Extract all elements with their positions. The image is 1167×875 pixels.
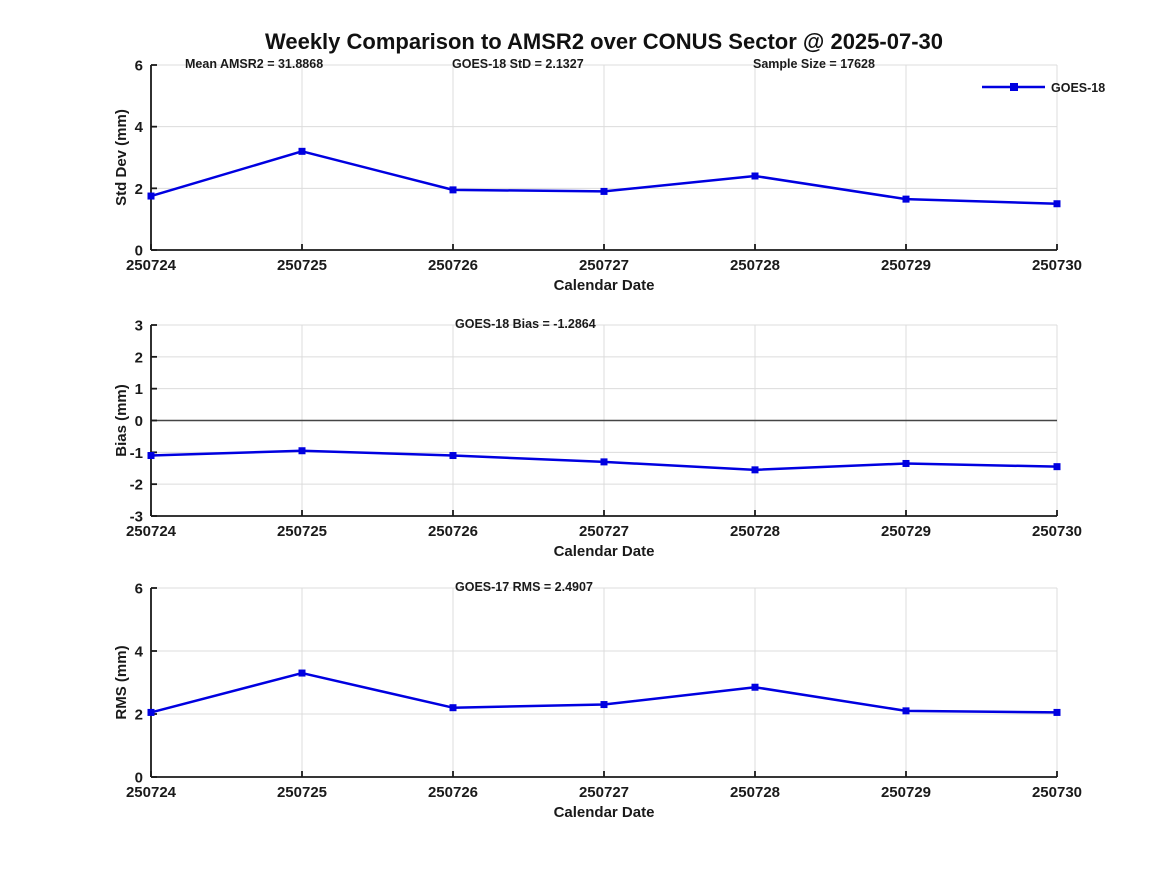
- data-point-marker: [298, 447, 306, 455]
- data-point-marker: [751, 466, 759, 474]
- x-tick-label: 250728: [730, 784, 780, 801]
- data-point-marker: [902, 707, 910, 715]
- y-tick-label: 4: [135, 119, 144, 136]
- y-tick-label: 2: [135, 349, 143, 366]
- y-tick-label: 3: [135, 318, 143, 335]
- data-point-marker: [600, 458, 608, 466]
- chart-rms: 0 2 4 6 250724 250725 250726 250727 250728 250729…: [113, 580, 1082, 821]
- data-point-marker: [751, 683, 759, 691]
- figure-title: Weekly Comparison to AMSR2 over CONUS Se…: [264, 29, 943, 54]
- x-axis-label: Calendar Date: [554, 543, 655, 560]
- x-tick-label: 250726: [428, 523, 478, 540]
- x-tick-label: 250725: [277, 523, 327, 540]
- data-point-marker: [147, 452, 155, 460]
- x-tick-label: 250728: [730, 257, 780, 274]
- x-tick-label: 250726: [428, 784, 478, 801]
- data-point-marker: [298, 669, 306, 677]
- x-tick-label: 250725: [277, 784, 327, 801]
- annotation-text: Sample Size = 17628: [753, 57, 875, 71]
- data-point-marker: [449, 452, 457, 460]
- x-tick-label: 250724: [126, 784, 177, 801]
- x-tick-label: 250729: [881, 784, 931, 801]
- y-tick-label: -3: [130, 509, 143, 526]
- x-tick-label: 250730: [1032, 257, 1082, 274]
- y-tick-label: 6: [135, 58, 143, 75]
- y-tick-label: 2: [135, 181, 143, 198]
- y-tick-label: 0: [135, 770, 143, 787]
- x-tick-label: 250728: [730, 523, 780, 540]
- y-tick-label: 0: [135, 413, 143, 430]
- data-point-marker: [449, 704, 457, 712]
- x-tick-label: 250729: [881, 523, 931, 540]
- y-tick-label: 4: [135, 644, 144, 661]
- legend-label: GOES-18: [1051, 81, 1105, 95]
- x-axis-label: Calendar Date: [554, 277, 655, 294]
- data-point-marker: [147, 708, 155, 716]
- x-tick-label: 250730: [1032, 784, 1082, 801]
- y-axis-label: Std Dev (mm): [113, 109, 130, 206]
- legend-marker: [1010, 83, 1018, 91]
- data-point-marker: [298, 147, 306, 155]
- data-point-marker: [751, 172, 759, 180]
- data-point-marker: [1053, 463, 1061, 471]
- x-tick-label: 250724: [126, 523, 177, 540]
- data-point-marker: [1053, 708, 1061, 716]
- y-tick-label: 2: [135, 707, 143, 724]
- data-point-marker: [449, 186, 457, 194]
- x-tick-label: 250727: [579, 523, 629, 540]
- y-axis-label: Bias (mm): [113, 384, 130, 457]
- x-tick-label: 250729: [881, 257, 931, 274]
- annotation-text: GOES-17 RMS = 2.4907: [455, 580, 593, 594]
- data-point-marker: [902, 195, 910, 203]
- chart-std-dev: 0 2 4 6 250724 250725 250726 250727 250728 250729…: [113, 57, 1105, 294]
- y-tick-label: -1: [130, 445, 143, 462]
- x-tick-label: 250730: [1032, 523, 1082, 540]
- data-point-marker: [600, 701, 608, 709]
- x-axis-label: Calendar Date: [554, 804, 655, 821]
- y-axis-label: RMS (mm): [113, 645, 130, 719]
- data-point-marker: [1053, 200, 1061, 208]
- x-tick-label: 250727: [579, 257, 629, 274]
- data-point-marker: [600, 187, 608, 195]
- x-tick-label: 250727: [579, 784, 629, 801]
- legend: GOES-18: [982, 81, 1105, 95]
- y-tick-label: 6: [135, 581, 143, 598]
- x-tick-label: 250724: [126, 257, 177, 274]
- x-tick-label: 250725: [277, 257, 327, 274]
- data-point-marker: [902, 459, 910, 467]
- annotation-text: GOES-18 StD = 2.1327: [452, 57, 584, 71]
- y-tick-label: -2: [130, 477, 143, 494]
- annotation-text: GOES-18 Bias = -1.2864: [455, 317, 596, 331]
- annotation-text: Mean AMSR2 = 31.8868: [185, 57, 323, 71]
- y-tick-label: 1: [135, 381, 143, 398]
- x-tick-label: 250726: [428, 257, 478, 274]
- y-tick-label: 0: [135, 243, 143, 260]
- data-point-marker: [147, 192, 155, 200]
